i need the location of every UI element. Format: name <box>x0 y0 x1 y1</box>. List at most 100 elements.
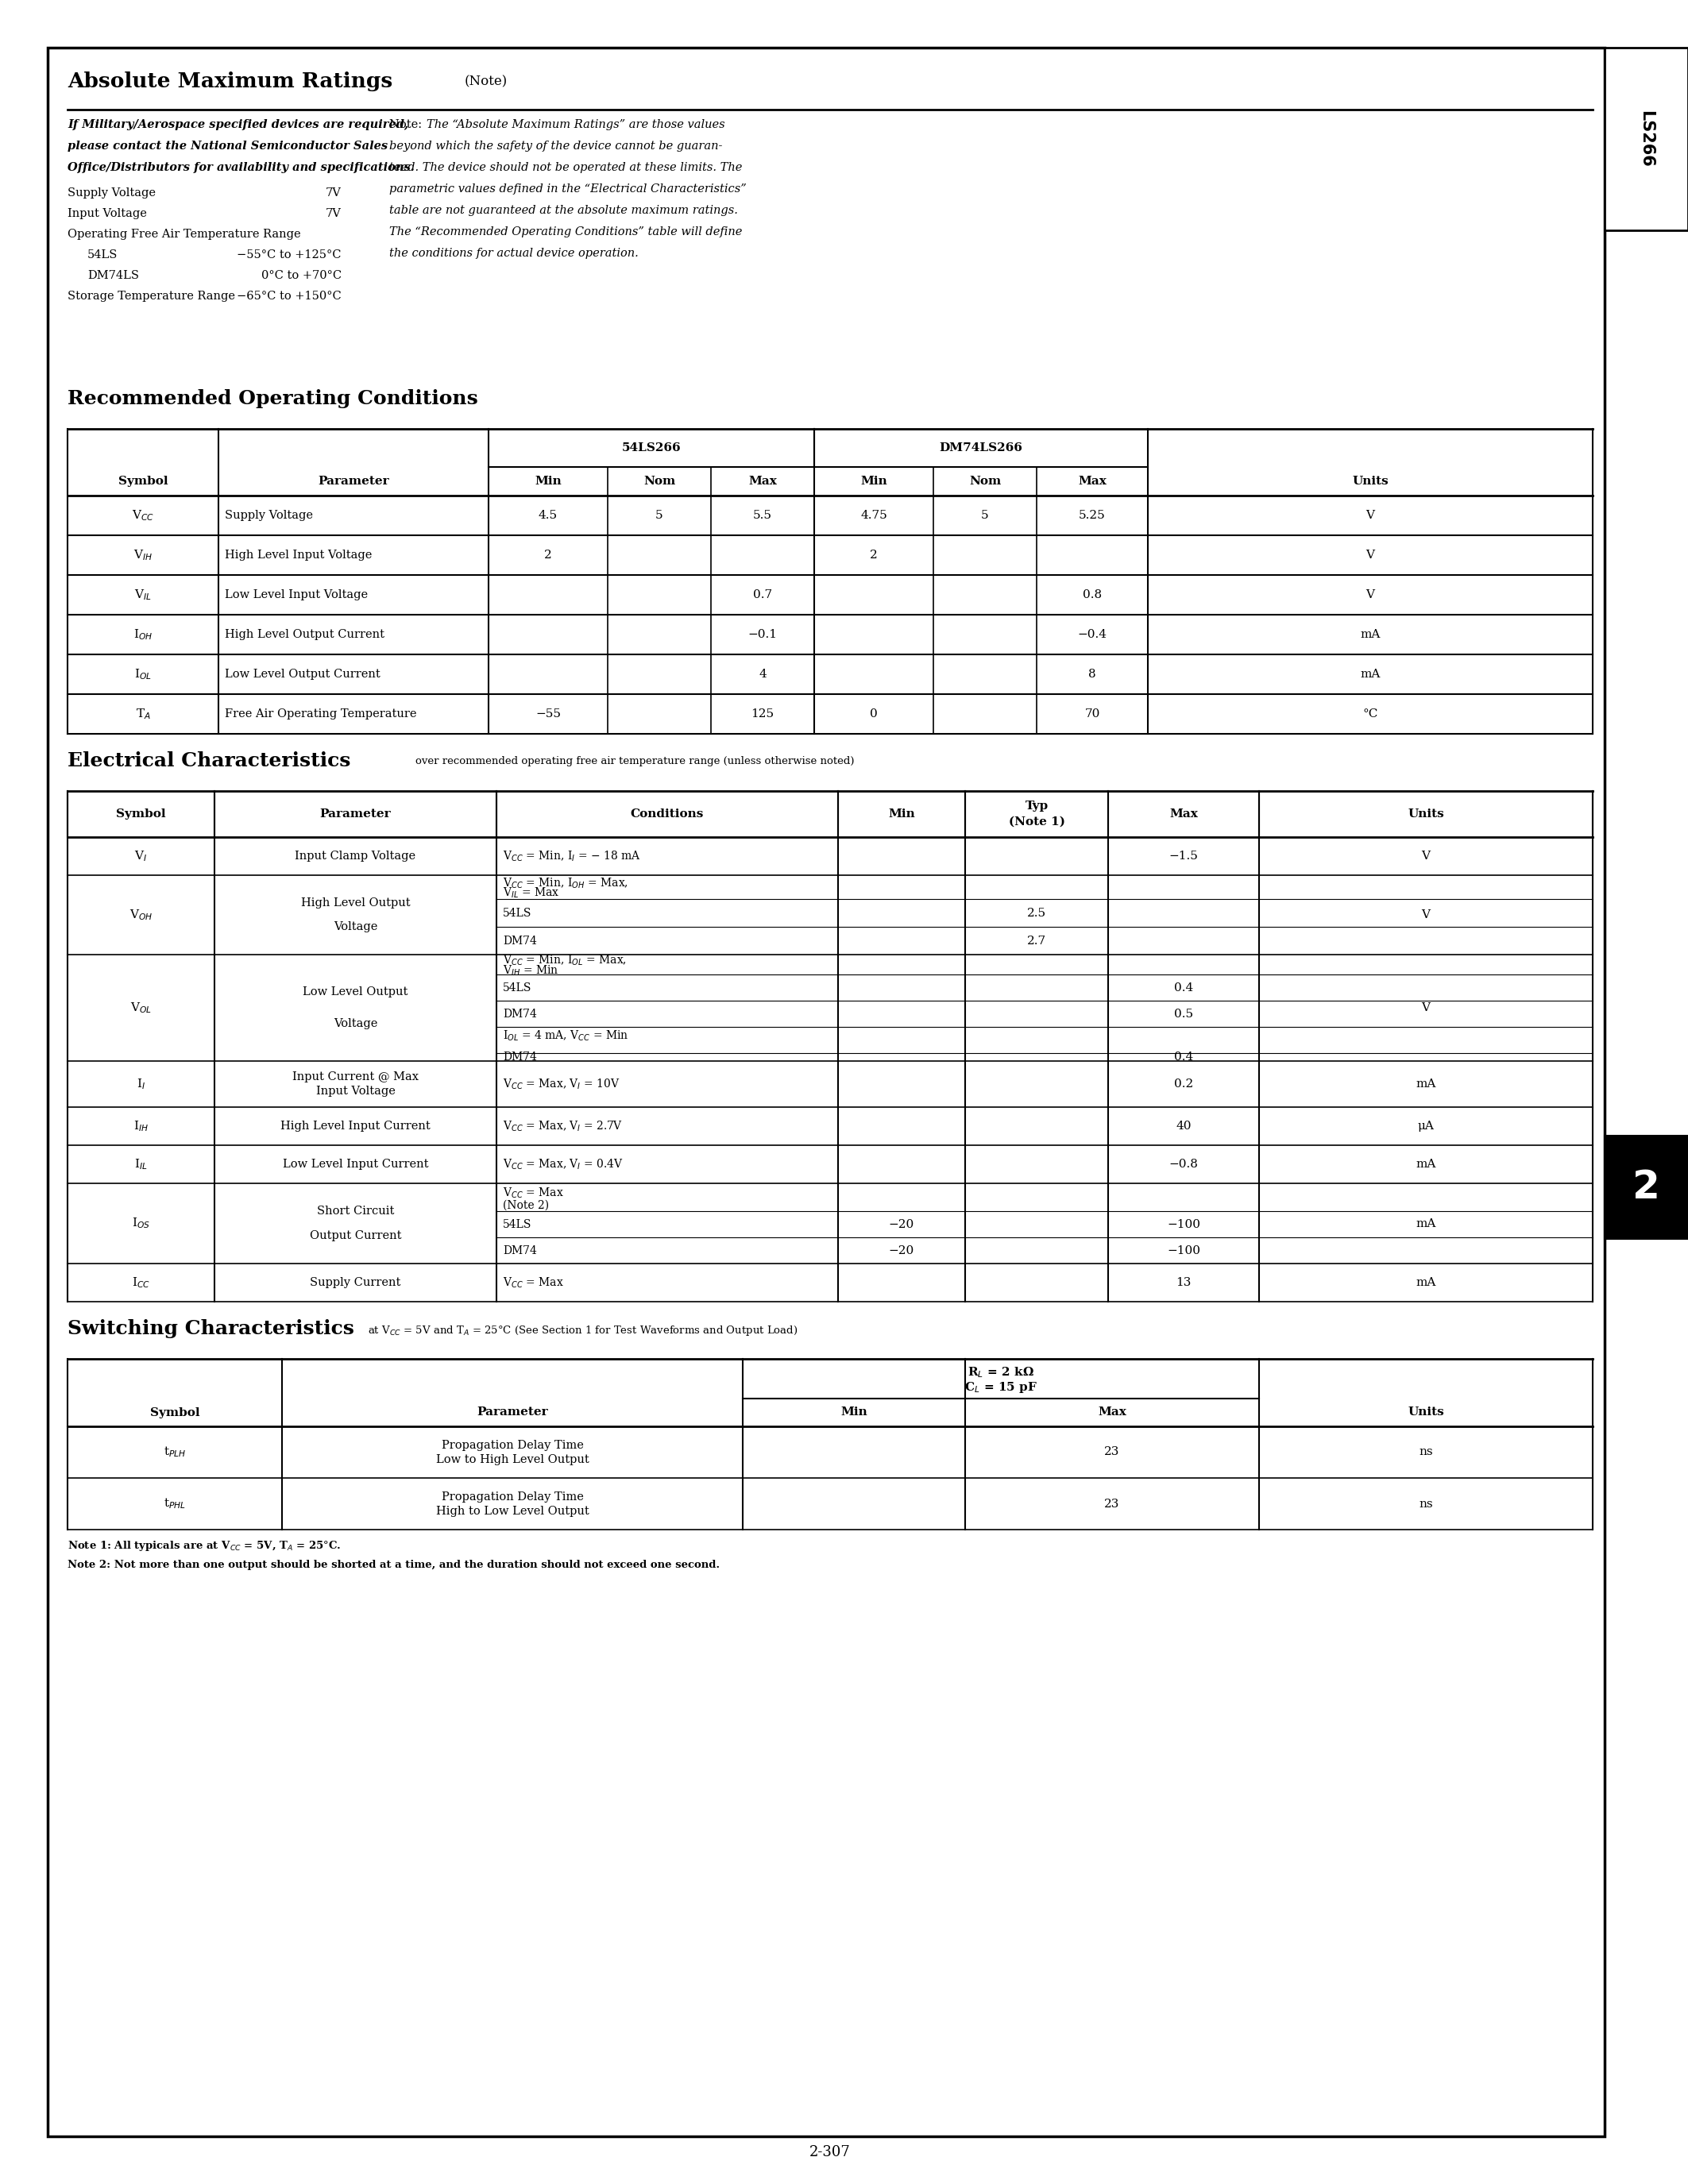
Text: Min: Min <box>888 808 915 819</box>
Text: V$_{CC}$ = Min, I$_{OL}$ = Max,: V$_{CC}$ = Min, I$_{OL}$ = Max, <box>503 954 626 968</box>
Text: 13: 13 <box>1177 1278 1192 1289</box>
Text: Propagation Delay Time: Propagation Delay Time <box>441 1439 584 1450</box>
Text: −100: −100 <box>1166 1245 1200 1256</box>
Text: (Note 1): (Note 1) <box>1008 817 1065 828</box>
Text: Parameter: Parameter <box>476 1406 549 1417</box>
Text: 2.7: 2.7 <box>1026 935 1047 946</box>
Text: 0.4: 0.4 <box>1173 983 1193 994</box>
Text: DM74: DM74 <box>503 1009 537 1020</box>
Text: the conditions for actual device operation.: the conditions for actual device operati… <box>390 247 638 260</box>
Text: −100: −100 <box>1166 1219 1200 1230</box>
Text: V$_{IH}$: V$_{IH}$ <box>133 548 152 561</box>
Text: t$_{PHL}$: t$_{PHL}$ <box>164 1496 186 1511</box>
Text: High Level Input Current: High Level Input Current <box>280 1120 430 1131</box>
Text: 2: 2 <box>544 550 552 561</box>
Text: Operating Free Air Temperature Range: Operating Free Air Temperature Range <box>68 229 300 240</box>
Text: V: V <box>1421 909 1430 919</box>
Text: 0: 0 <box>869 708 878 719</box>
Text: V$_{IL}$: V$_{IL}$ <box>135 587 152 603</box>
Text: I$_I$: I$_I$ <box>137 1077 145 1092</box>
Text: Typ: Typ <box>1025 802 1048 812</box>
Text: V$_{OH}$: V$_{OH}$ <box>130 909 152 922</box>
Text: Conditions: Conditions <box>631 808 704 819</box>
Text: If Military/Aerospace specified devices are required,: If Military/Aerospace specified devices … <box>68 120 408 131</box>
Text: Note:: Note: <box>390 120 425 131</box>
Text: V$_{CC}$ = Max: V$_{CC}$ = Max <box>503 1275 564 1289</box>
Text: −20: −20 <box>890 1219 915 1230</box>
Text: 23: 23 <box>1104 1498 1119 1509</box>
Text: DM74LS: DM74LS <box>88 271 138 282</box>
Text: beyond which the safety of the device cannot be guaran-: beyond which the safety of the device ca… <box>390 140 722 151</box>
Text: Min: Min <box>535 476 562 487</box>
Text: DM74LS266: DM74LS266 <box>939 443 1023 454</box>
Text: −0.8: −0.8 <box>1168 1160 1198 1171</box>
Text: I$_{OL}$: I$_{OL}$ <box>135 668 152 681</box>
Text: Low Level Output: Low Level Output <box>302 987 408 998</box>
Text: 8: 8 <box>1089 668 1096 679</box>
Text: 5.25: 5.25 <box>1079 509 1106 522</box>
Text: 0.7: 0.7 <box>753 590 771 601</box>
Text: V$_I$: V$_I$ <box>135 850 147 863</box>
Text: Supply Current: Supply Current <box>311 1278 402 1289</box>
Text: V: V <box>1366 509 1374 522</box>
Text: High Level Output: High Level Output <box>300 898 410 909</box>
Text: V$_{CC}$ = Min, I$_{OH}$ = Max,: V$_{CC}$ = Min, I$_{OH}$ = Max, <box>503 876 628 889</box>
Text: R$_L$ = 2 kΩ: R$_L$ = 2 kΩ <box>967 1365 1035 1380</box>
Text: mA: mA <box>1416 1219 1436 1230</box>
Text: Note 1: All typicals are at V$_{CC}$ = 5V, T$_A$ = 25°C.: Note 1: All typicals are at V$_{CC}$ = 5… <box>68 1540 341 1553</box>
Text: −20: −20 <box>890 1245 915 1256</box>
Text: Propagation Delay Time: Propagation Delay Time <box>441 1492 584 1503</box>
Text: mA: mA <box>1361 629 1381 640</box>
Text: Short Circuit: Short Circuit <box>317 1206 395 1216</box>
Text: Max: Max <box>748 476 776 487</box>
Bar <box>1605 48 1688 229</box>
Text: mA: mA <box>1416 1278 1436 1289</box>
Text: Recommended Operating Conditions: Recommended Operating Conditions <box>68 389 478 408</box>
Text: Symbol: Symbol <box>150 1406 199 1417</box>
Text: V$_{CC}$ = Max, V$_I$ = 0.4V: V$_{CC}$ = Max, V$_I$ = 0.4V <box>503 1158 623 1171</box>
Text: −0.1: −0.1 <box>748 629 776 640</box>
Text: Output Current: Output Current <box>309 1230 402 1241</box>
Text: DM74: DM74 <box>503 1051 537 1064</box>
Text: Input Voltage: Input Voltage <box>316 1085 395 1096</box>
Text: 0°C to +70°C: 0°C to +70°C <box>262 271 341 282</box>
Text: Voltage: Voltage <box>334 922 378 933</box>
Text: V: V <box>1366 590 1374 601</box>
Text: High Level Output Current: High Level Output Current <box>225 629 385 640</box>
Text: Low Level Output Current: Low Level Output Current <box>225 668 380 679</box>
Text: 7V: 7V <box>326 207 341 218</box>
Text: please contact the National Semiconductor Sales: please contact the National Semiconducto… <box>68 140 388 151</box>
Text: 54LS: 54LS <box>503 983 532 994</box>
Text: Max: Max <box>1170 808 1198 819</box>
Text: V$_{CC}$ = Max, V$_I$ = 10V: V$_{CC}$ = Max, V$_I$ = 10V <box>503 1077 619 1092</box>
Text: V$_{CC}$: V$_{CC}$ <box>132 509 154 522</box>
Text: 2: 2 <box>869 550 878 561</box>
Text: 0.4: 0.4 <box>1173 1051 1193 1064</box>
Text: Symbol: Symbol <box>118 476 167 487</box>
Text: Input Clamp Voltage: Input Clamp Voltage <box>295 850 415 863</box>
Text: Parameter: Parameter <box>317 476 388 487</box>
Text: Nom: Nom <box>643 476 675 487</box>
Text: 5.5: 5.5 <box>753 509 771 522</box>
Text: Max: Max <box>1079 476 1107 487</box>
Text: I$_{CC}$: I$_{CC}$ <box>132 1275 150 1289</box>
Text: μA: μA <box>1418 1120 1435 1131</box>
Text: Max: Max <box>1097 1406 1126 1417</box>
Text: −65°C to +150°C: −65°C to +150°C <box>236 290 341 301</box>
Text: I$_{IH}$: I$_{IH}$ <box>133 1118 149 1133</box>
Text: 4.5: 4.5 <box>538 509 557 522</box>
Text: 54LS: 54LS <box>88 249 118 260</box>
Text: The “Absolute Maximum Ratings” are those values: The “Absolute Maximum Ratings” are those… <box>427 120 724 131</box>
Text: 70: 70 <box>1085 708 1101 719</box>
Text: teed. The device should not be operated at these limits. The: teed. The device should not be operated … <box>390 162 743 173</box>
Text: −55: −55 <box>535 708 560 719</box>
Text: 4.75: 4.75 <box>861 509 888 522</box>
Text: V$_{CC}$ = Max, V$_I$ = 2.7V: V$_{CC}$ = Max, V$_I$ = 2.7V <box>503 1118 623 1133</box>
Text: Parameter: Parameter <box>321 808 392 819</box>
Text: −55°C to +125°C: −55°C to +125°C <box>236 249 341 260</box>
Text: Supply Voltage: Supply Voltage <box>68 188 155 199</box>
Text: Voltage: Voltage <box>334 1018 378 1029</box>
Text: 0.2: 0.2 <box>1173 1079 1193 1090</box>
Text: Low Level Input Current: Low Level Input Current <box>282 1160 429 1171</box>
Text: V$_{IL}$ = Max: V$_{IL}$ = Max <box>503 887 560 900</box>
